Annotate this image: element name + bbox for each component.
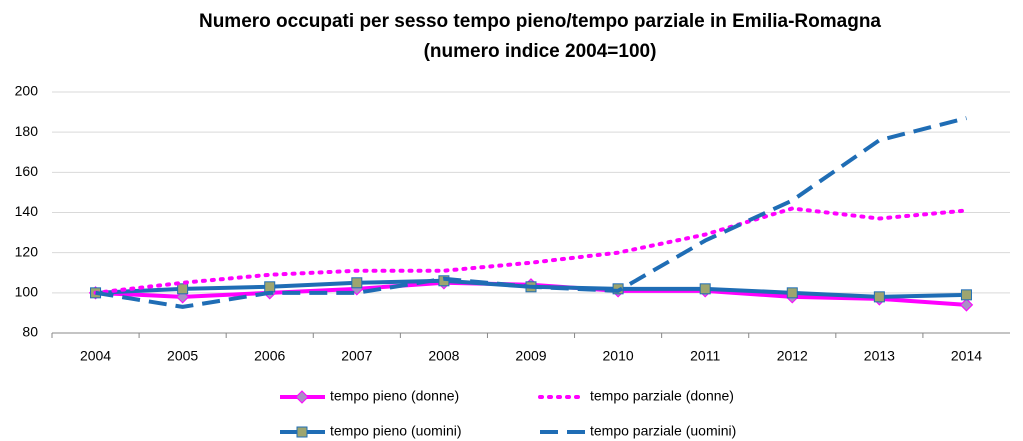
marker [786,287,798,299]
marker [960,289,972,301]
y-tick-label: 120 [15,243,39,259]
chart-subtitle: (numero indice 2004=100) [424,41,657,62]
legend-label: tempo pieno (donne) [330,388,459,404]
chart-title: Numero occupati per sesso tempo pieno/te… [199,11,881,32]
y-tick-label: 180 [15,123,39,139]
y-tick-label: 200 [15,83,39,99]
legend-label: tempo parziale (donne) [590,388,734,404]
marker [873,291,885,303]
marker [959,298,974,312]
x-tick-label: 2008 [428,348,459,364]
marker [264,281,276,293]
legend-label: tempo parziale (uomini) [590,423,736,439]
x-tick-label: 2012 [777,348,808,364]
series-line [95,116,967,309]
x-tick-label: 2009 [515,348,546,364]
x-tick-label: 2011 [690,348,720,364]
x-tick-label: 2013 [864,348,895,364]
y-tick-label: 140 [15,203,39,219]
x-tick-label: 2004 [80,348,111,364]
marker [177,283,189,295]
x-tick-label: 2014 [951,348,982,364]
marker [295,390,309,404]
y-tick-label: 100 [15,284,39,300]
x-tick-label: 2007 [341,348,372,364]
x-tick-label: 2005 [167,348,198,364]
series-line [93,206,969,295]
marker [699,283,711,295]
y-tick-label: 80 [22,324,38,340]
marker [296,426,308,438]
legend-label: tempo pieno (uomini) [330,423,462,439]
x-tick-label: 2006 [254,348,285,364]
x-tick-label: 2010 [603,348,634,364]
marker [351,277,363,289]
y-tick-label: 160 [15,163,39,179]
